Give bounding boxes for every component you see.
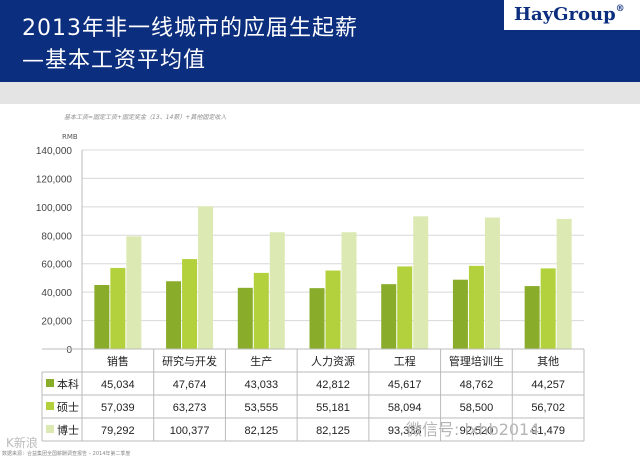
bar-3-4 <box>341 232 357 349</box>
page-subtitle: —基本工资平均值 <box>22 48 207 73</box>
source-note: 数据来源：合益集团全国薪酬调查报告 – 2014年第二季度 <box>2 451 131 457</box>
data-label: 58,094 <box>388 402 422 414</box>
y-tick-label: 120,000 <box>36 174 73 185</box>
category-label: 销售 <box>107 354 129 368</box>
bar-3-7 <box>556 218 572 349</box>
data-label: 45,617 <box>388 379 422 391</box>
category-label: 人力资源 <box>311 354 355 368</box>
logo: HayGroup® <box>504 0 640 30</box>
data-label: 79,292 <box>101 425 135 437</box>
bar-2-7 <box>540 268 556 349</box>
data-label: 100,377 <box>170 425 210 437</box>
data-label: 55,181 <box>316 402 350 414</box>
data-label: 91,479 <box>531 425 565 437</box>
series-name: 硕士 <box>57 401 79 414</box>
logo-text: HayGroup® <box>514 4 625 25</box>
bar-2-3 <box>253 272 269 349</box>
series-name: 本科 <box>57 377 79 391</box>
bar-1-6 <box>452 279 468 349</box>
bars <box>94 206 572 349</box>
legend-swatch-3 <box>46 425 54 433</box>
bar-1-5 <box>381 284 397 349</box>
data-label: 92,520 <box>460 425 494 437</box>
bar-2-2 <box>182 259 198 349</box>
bar-2-5 <box>397 266 413 349</box>
bar-3-1 <box>126 236 142 349</box>
y-tick-label: 80,000 <box>41 231 72 242</box>
bar-1-4 <box>309 288 325 349</box>
category-label: 研究与开发 <box>162 354 217 368</box>
page-title: 2013年非一线城市的应届生起薪 <box>22 16 358 41</box>
bar-1-2 <box>166 281 182 349</box>
y-tick-label: 40,000 <box>41 288 72 299</box>
y-tick-label: 20,000 <box>41 317 72 328</box>
data-label: 45,034 <box>101 379 135 391</box>
bar-3-2 <box>198 206 214 349</box>
data-label: 82,125 <box>244 425 278 437</box>
formula-note: 基本工资=固定工资+固定奖金（13、14薪）+其他固定收入 <box>64 114 227 121</box>
title-banner: 2013年非一线城市的应届生起薪 —基本工资平均值 HayGroup® <box>0 0 640 82</box>
category-label: 生产 <box>250 354 272 368</box>
category-label: 其他 <box>537 355 559 368</box>
data-label: 43,033 <box>244 379 278 391</box>
y-tick-label: 100,000 <box>36 203 73 214</box>
data-label: 44,257 <box>531 379 565 391</box>
data-label: 47,674 <box>173 379 207 391</box>
bar-3-6 <box>484 217 500 349</box>
bar-1-7 <box>524 286 540 349</box>
bar-3-5 <box>413 216 429 349</box>
bar-1-3 <box>237 287 253 349</box>
watermark-right: 微信号: lxhb2014 <box>406 420 540 439</box>
data-label: 93,338 <box>388 425 422 437</box>
bar-2-1 <box>110 267 126 349</box>
y-tick-label: 0 <box>66 345 72 356</box>
data-label: 82,125 <box>316 425 350 437</box>
data-label: 58,500 <box>460 402 494 414</box>
data-label: 42,812 <box>316 379 350 391</box>
data-label: 53,555 <box>244 402 278 414</box>
watermark-left: K新浪 <box>6 436 38 450</box>
y-tick-label: 140,000 <box>36 146 73 157</box>
category-label: 工程 <box>394 355 416 368</box>
bar-2-4 <box>325 270 341 349</box>
subheader-band <box>0 82 640 104</box>
category-label: 管理培训生 <box>449 354 504 368</box>
bar-1-1 <box>94 284 110 349</box>
bar-2-6 <box>468 265 484 349</box>
data-label: 63,273 <box>173 402 207 414</box>
y-tick-label: 60,000 <box>41 260 72 271</box>
y-axis-ticks: 0 20,000 40,000 60,000 80,000 100,000 120,000 1… <box>36 146 73 356</box>
logo-name: HayGroup <box>514 4 616 25</box>
data-label: 56,702 <box>531 402 565 414</box>
legend-swatch-2 <box>46 402 54 410</box>
legend-swatch-1 <box>46 379 54 387</box>
unit-label: RMB <box>62 133 78 141</box>
logo-registered-mark: ® <box>615 4 625 14</box>
series-name: 博士 <box>57 424 79 437</box>
bar-3-3 <box>269 232 285 349</box>
data-label: 48,762 <box>460 379 494 391</box>
data-label: 57,039 <box>101 402 135 414</box>
